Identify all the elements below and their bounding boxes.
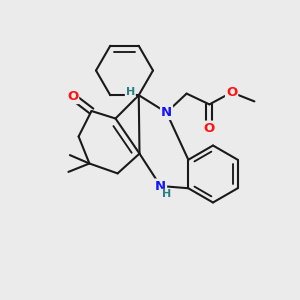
Text: O: O <box>67 90 78 103</box>
Text: H: H <box>162 189 171 200</box>
Text: O: O <box>226 86 237 99</box>
Text: H: H <box>126 87 135 97</box>
Text: N: N <box>155 179 166 193</box>
Text: N: N <box>161 106 172 119</box>
Text: O: O <box>204 122 215 135</box>
